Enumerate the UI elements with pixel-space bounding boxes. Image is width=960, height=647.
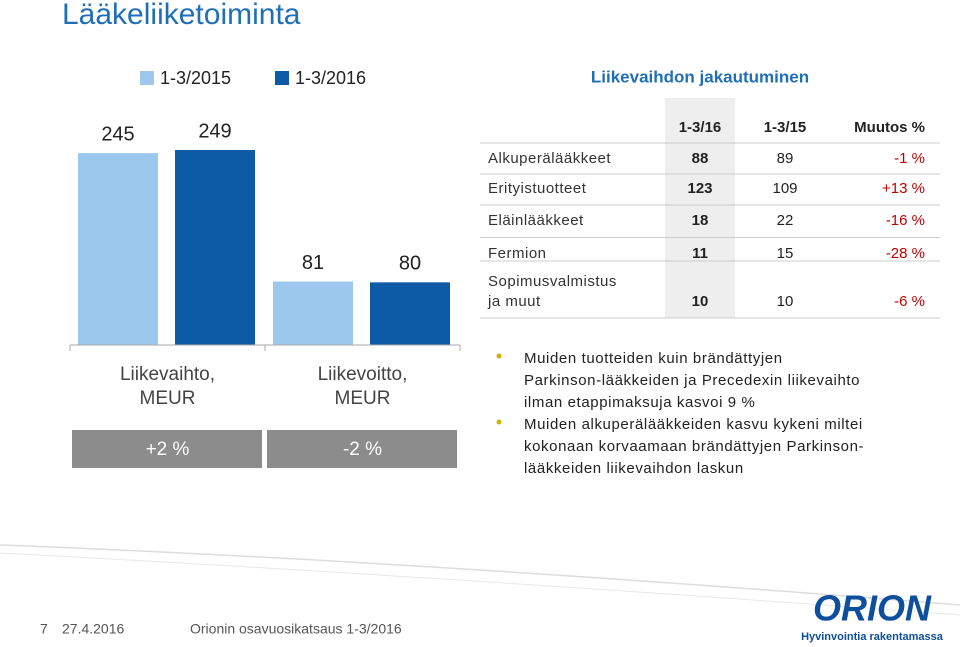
row-label: ja muut (487, 293, 541, 310)
bar (175, 150, 255, 345)
data-label: 81 (302, 252, 324, 274)
table-cell: 123 (687, 180, 712, 197)
bar (273, 281, 353, 345)
data-label: 249 (198, 120, 231, 142)
table-cell: 15 (777, 245, 794, 262)
bullet-text: Parkinson-lääkkeiden ja Precedexin liike… (524, 372, 860, 389)
bullet-dot (496, 419, 502, 425)
bullet-text: kokonaan korvaamaan brändättyjen Parkins… (524, 438, 864, 455)
table-header: 1-3/15 (764, 119, 807, 136)
table-cell: 89 (777, 150, 794, 167)
table-cell: -16 % (886, 212, 925, 229)
bullet-text: lääkkeiden liikevaihdon laskun (524, 460, 744, 477)
row-label: Erityistuotteet (488, 180, 587, 197)
change-label: -2 % (343, 439, 382, 460)
table-header: 1-3/16 (679, 119, 722, 136)
table-cell: +13 % (882, 180, 925, 197)
legend-label: 1-3/2016 (295, 68, 366, 88)
legend-label: 1-3/2015 (160, 68, 231, 88)
bullet-text: ilman etappimaksuja kasvoi 9 % (524, 394, 755, 411)
legend-swatch (140, 71, 154, 85)
legend-swatch (275, 71, 289, 85)
bullet-text: Muiden tuotteiden kuin brändättyjen (524, 350, 783, 367)
table-cell: 10 (692, 293, 709, 310)
bullet-text: Muiden alkuperälääkkeiden kasvu kykeni m… (524, 416, 863, 433)
change-label: +2 % (146, 439, 190, 460)
footer-text: Orionin osavuosikatsaus 1-3/2016 (190, 621, 402, 637)
highlight-column (665, 98, 735, 318)
row-label: Fermion (488, 245, 547, 262)
table-cell: 11 (692, 245, 708, 262)
table-cell: 88 (692, 150, 709, 167)
bar (78, 153, 158, 345)
table-cell: -6 % (894, 293, 925, 310)
row-label: Alkuperälääkkeet (488, 150, 611, 167)
bar (370, 282, 450, 345)
table-cell: -28 % (886, 245, 925, 262)
row-label: Sopimusvalmistus (488, 273, 617, 290)
slide-title: Lääkeliiketoiminta (62, 0, 301, 31)
change-box (267, 430, 457, 468)
category-label: Liikevaihto, (120, 364, 215, 385)
bullet-dot (496, 353, 502, 359)
category-label: Liikevoitto, (318, 364, 408, 385)
table-cell: 18 (692, 212, 709, 229)
category-label: MEUR (140, 388, 196, 409)
table-cell: -1 % (894, 150, 925, 167)
decor-curve (0, 544, 960, 606)
row-label: Eläinlääkkeet (488, 212, 584, 229)
table-title: Liikevaihdon jakautuminen (591, 67, 809, 86)
category-label: MEUR (335, 388, 391, 409)
logo: ORION (813, 588, 932, 629)
table-cell: 10 (777, 293, 794, 310)
data-label: 80 (399, 253, 421, 275)
footer-date: 27.4.2016 (62, 621, 124, 637)
table-header: Muutos % (854, 119, 925, 136)
decor-curve (0, 552, 960, 616)
change-box (72, 430, 262, 468)
data-label: 245 (101, 123, 134, 145)
logo-tagline: Hyvinvointia rakentamassa (801, 631, 944, 643)
table-cell: 109 (772, 180, 797, 197)
table-cell: 22 (777, 212, 794, 229)
page-number: 7 (40, 621, 48, 637)
